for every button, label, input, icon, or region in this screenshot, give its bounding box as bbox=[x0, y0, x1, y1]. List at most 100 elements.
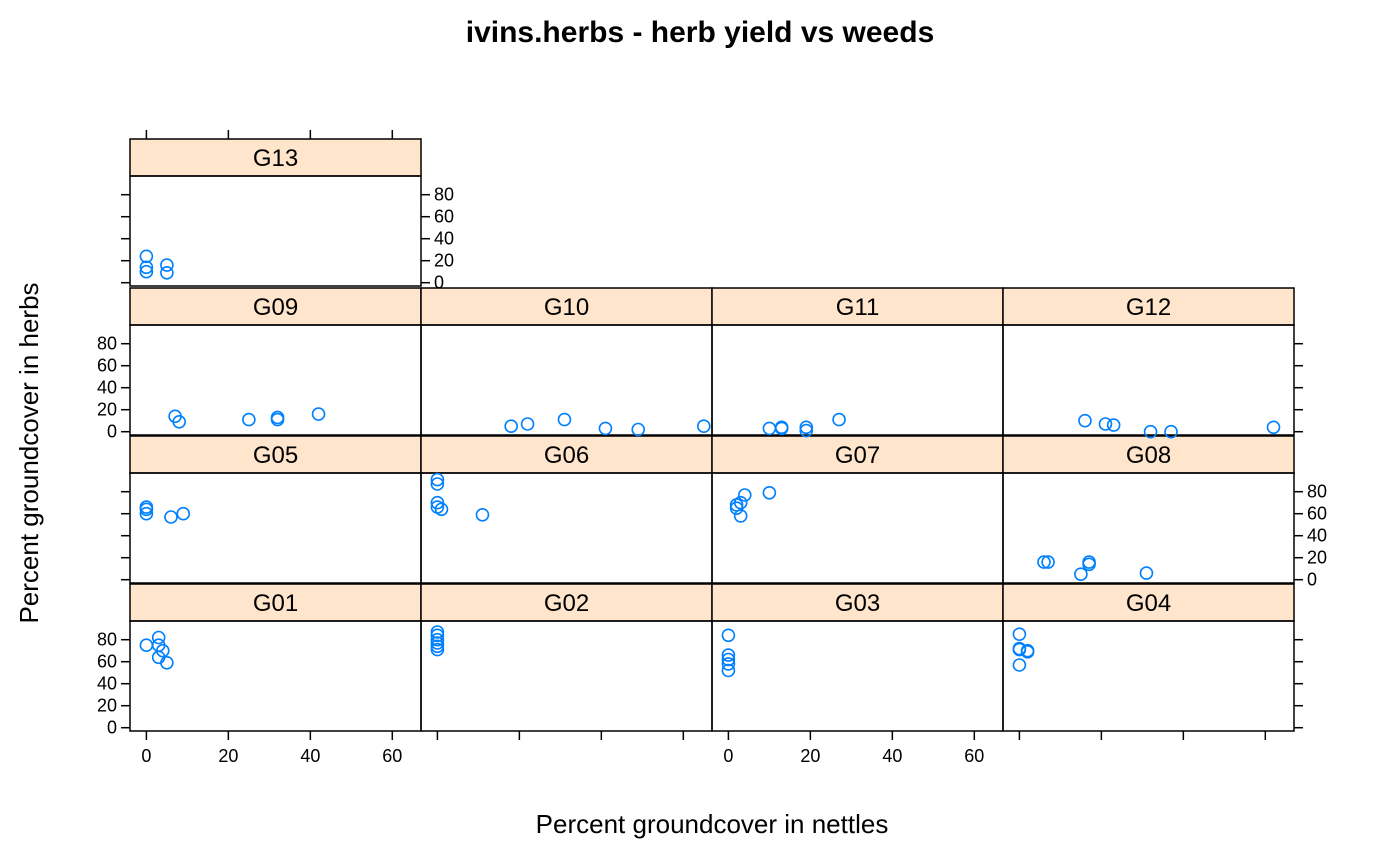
data-point bbox=[762, 421, 777, 436]
data-point bbox=[1098, 417, 1113, 431]
y-tick-label: 60 bbox=[97, 652, 117, 672]
data-point bbox=[721, 628, 736, 643]
data-point bbox=[160, 258, 174, 272]
x-tick-label: 20 bbox=[218, 746, 238, 766]
y-tick-label: 80 bbox=[97, 334, 117, 354]
panel-g12: G12 bbox=[1002, 287, 1295, 439]
strip-label: G06 bbox=[544, 442, 589, 469]
data-point bbox=[430, 477, 445, 491]
data-point bbox=[799, 423, 814, 438]
x-tick-label: 0 bbox=[141, 746, 151, 766]
data-point bbox=[598, 421, 613, 436]
strip-label: G12 bbox=[1126, 294, 1171, 321]
data-point bbox=[1012, 627, 1027, 642]
strip bbox=[420, 583, 713, 622]
chart-title: ivins.herbs - herb yield vs weeds bbox=[466, 16, 935, 49]
panel-g13: G13 bbox=[129, 138, 422, 287]
data-point bbox=[1012, 642, 1027, 657]
data-point bbox=[1266, 420, 1281, 435]
panel-frame bbox=[420, 620, 713, 732]
data-point bbox=[1143, 424, 1158, 439]
data-point bbox=[430, 495, 445, 510]
data-point bbox=[631, 422, 646, 437]
y-tick-label: 20 bbox=[97, 400, 117, 420]
y-tick-label: 80 bbox=[434, 185, 454, 205]
data-point bbox=[160, 265, 174, 280]
panel-frame bbox=[420, 472, 713, 584]
strip-label: G02 bbox=[544, 590, 589, 617]
strip bbox=[711, 583, 1004, 622]
data-point bbox=[721, 657, 736, 671]
strip-label: G05 bbox=[253, 442, 298, 469]
data-point bbox=[721, 648, 736, 662]
data-point bbox=[1041, 555, 1055, 569]
panel-g05: G05 bbox=[129, 435, 422, 584]
y-tick-label: 40 bbox=[97, 378, 117, 398]
panel-g02: G02 bbox=[420, 583, 713, 732]
x-tick-label: 40 bbox=[300, 746, 320, 766]
y-tick-label: 20 bbox=[1307, 548, 1327, 568]
y-tick-label: 60 bbox=[434, 207, 454, 227]
data-point bbox=[172, 414, 186, 429]
y-tick-label: 0 bbox=[1307, 570, 1317, 590]
panel-frame bbox=[711, 472, 1004, 584]
strip bbox=[1002, 435, 1295, 474]
data-point bbox=[1139, 566, 1154, 580]
strip bbox=[129, 583, 422, 622]
y-tick-label: 60 bbox=[1307, 504, 1327, 524]
panel-frame bbox=[1002, 324, 1295, 436]
data-point bbox=[430, 639, 445, 654]
data-point bbox=[430, 625, 445, 639]
strip-label: G09 bbox=[253, 294, 298, 321]
data-point bbox=[774, 421, 789, 436]
data-point bbox=[799, 420, 814, 435]
data-point bbox=[557, 412, 572, 427]
data-point bbox=[155, 643, 170, 658]
data-point bbox=[151, 630, 166, 645]
strip-label: G13 bbox=[253, 145, 298, 172]
strip-label: G03 bbox=[835, 590, 880, 617]
panel-frame bbox=[129, 175, 422, 287]
data-point bbox=[475, 507, 490, 522]
data-point bbox=[430, 472, 445, 487]
x-tick-label: 0 bbox=[723, 746, 733, 766]
data-point bbox=[721, 652, 736, 667]
panel-frame bbox=[711, 620, 1004, 732]
panels-group: G01 G02 G03 G04 G05 G06 G07 G08 G09 G10 G11 G12 G13 0… bbox=[97, 130, 1327, 766]
data-point bbox=[733, 509, 748, 523]
strip bbox=[129, 287, 422, 326]
y-tick-label: 0 bbox=[434, 273, 444, 293]
axes: 0 20 40 60 0 20 40 6002040608002040608002040608… bbox=[97, 130, 1327, 766]
data-point bbox=[762, 485, 777, 500]
strip-label: G11 bbox=[836, 294, 880, 321]
y-tick-label: 40 bbox=[1307, 526, 1327, 546]
data-point bbox=[430, 642, 445, 657]
x-tick-label: 60 bbox=[964, 746, 984, 766]
data-point bbox=[1074, 567, 1088, 582]
panel-g11: G11 bbox=[711, 287, 1004, 438]
x-axis-label: Percent groundcover in nettles bbox=[536, 809, 889, 839]
data-point bbox=[139, 260, 154, 275]
y-tick-label: 20 bbox=[97, 696, 117, 716]
data-point bbox=[139, 264, 154, 279]
panel-g10: G10 bbox=[420, 287, 713, 437]
data-point bbox=[1082, 557, 1096, 572]
panel-g01: G01 bbox=[129, 583, 422, 732]
data-point bbox=[1037, 555, 1051, 569]
data-point bbox=[160, 655, 174, 670]
panel-frame bbox=[129, 620, 422, 732]
data-point bbox=[430, 632, 445, 647]
strip bbox=[420, 287, 713, 326]
panel-frame bbox=[1002, 620, 1295, 732]
data-point bbox=[1078, 413, 1092, 428]
panel-g04: G04 bbox=[1002, 583, 1295, 732]
data-point bbox=[721, 663, 736, 678]
strip-label: G10 bbox=[544, 294, 589, 321]
data-point bbox=[737, 488, 752, 502]
data-point bbox=[139, 502, 154, 517]
panel-g09: G09 bbox=[129, 287, 422, 436]
strip-label: G07 bbox=[835, 442, 880, 469]
data-point bbox=[1020, 644, 1035, 659]
y-tick-label: 40 bbox=[434, 229, 454, 249]
panel-g07: G07 bbox=[711, 435, 1004, 584]
